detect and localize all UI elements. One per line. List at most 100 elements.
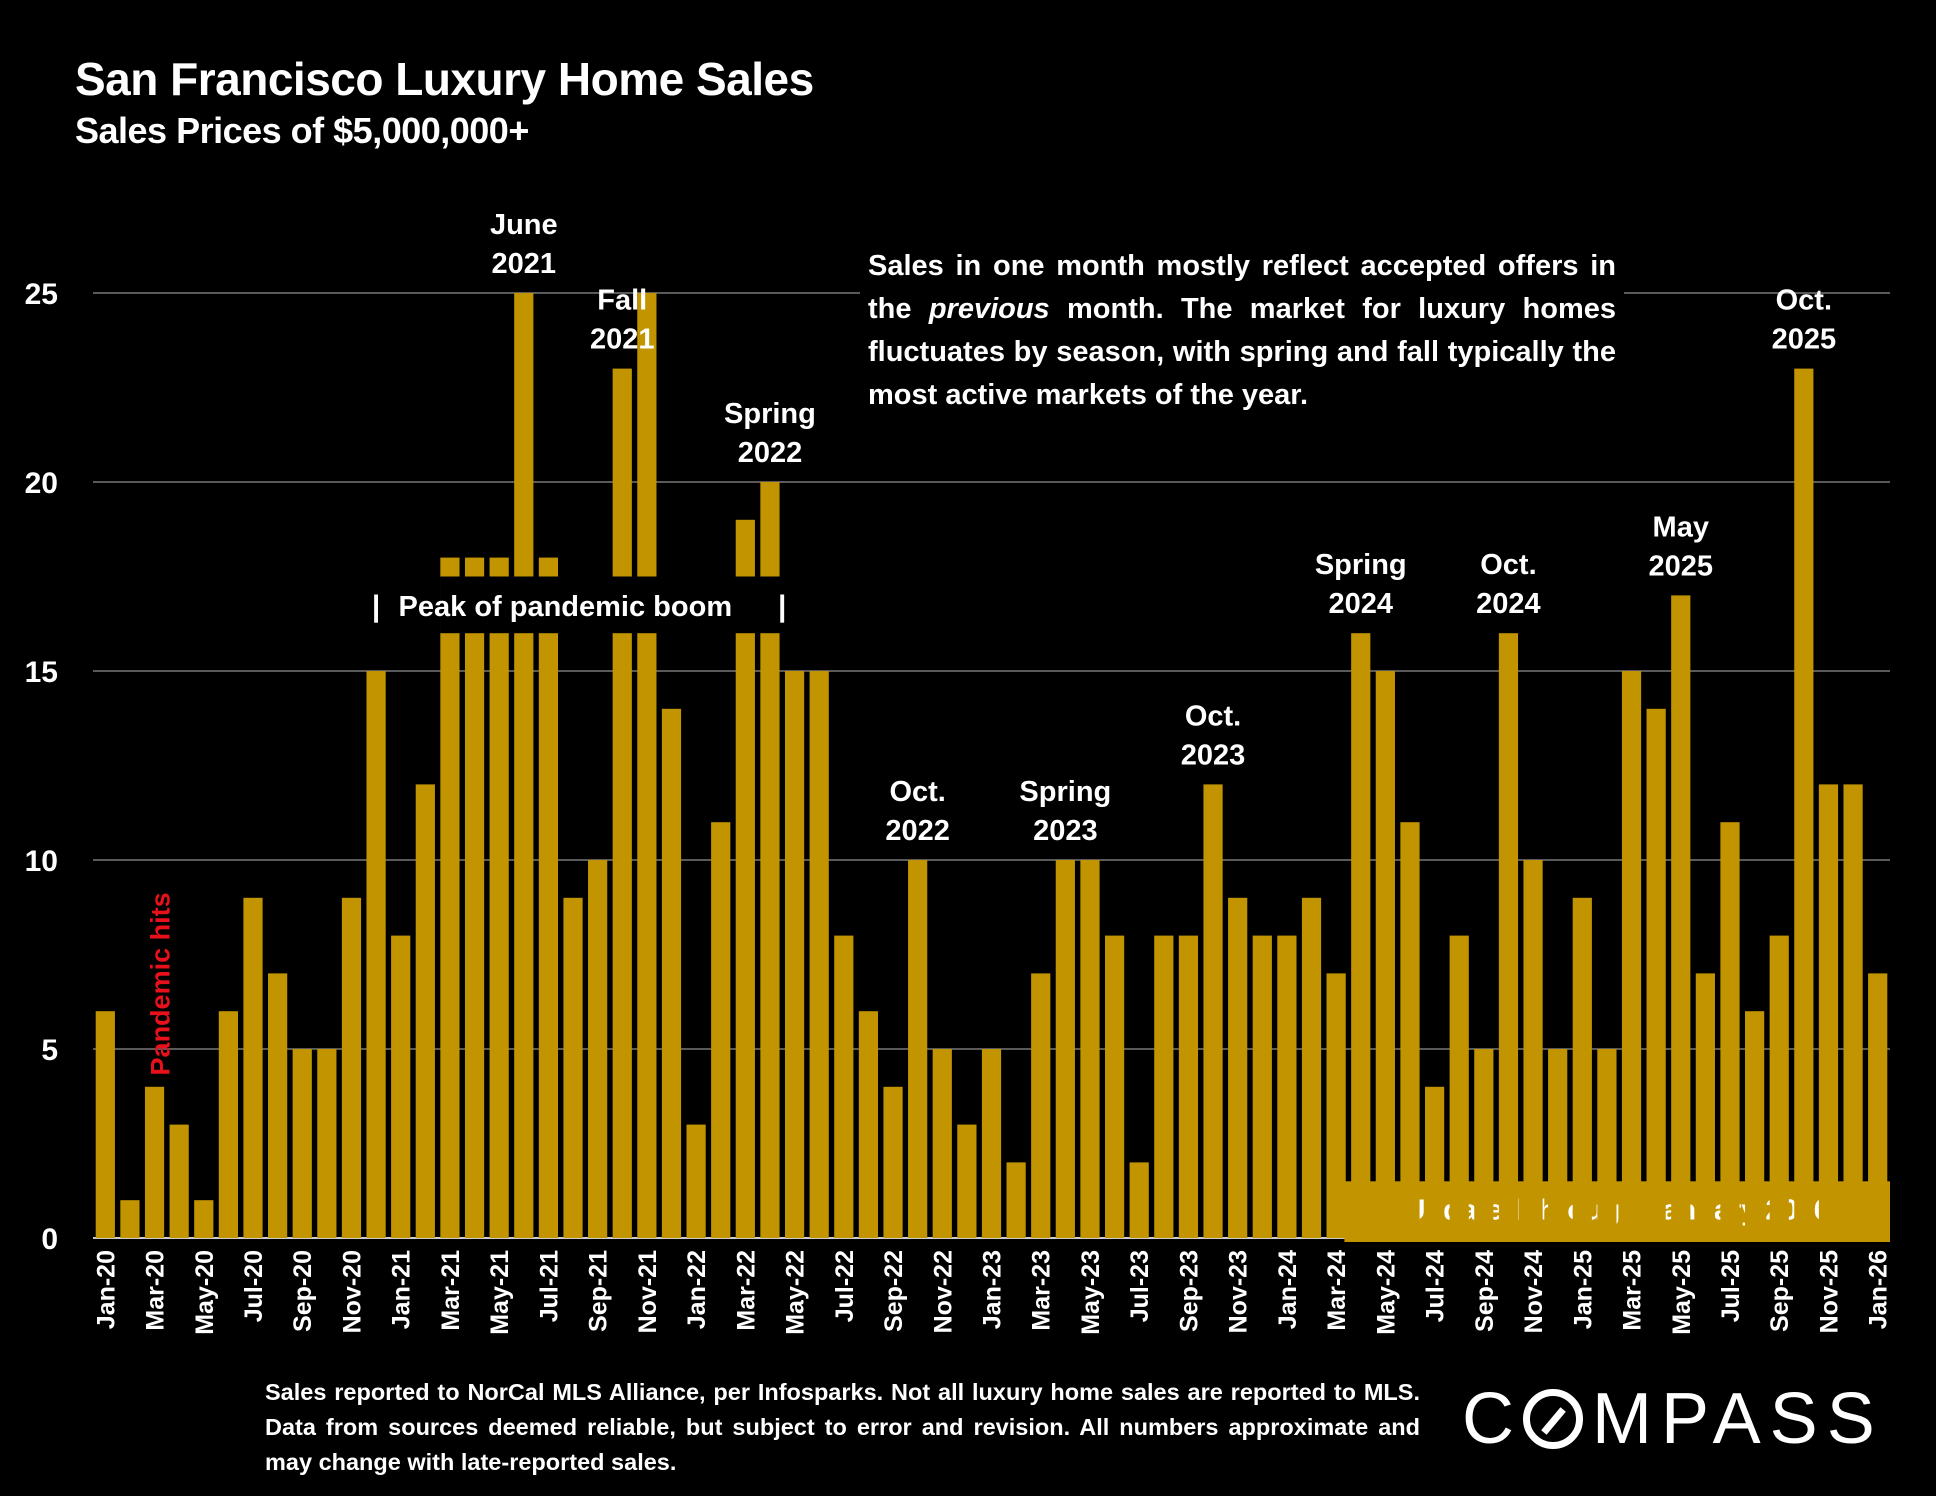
compass-logo: C MPASS [1462,1378,1884,1460]
x-tick-label: Mar-23 [1028,1250,1056,1331]
chart-title: San Francisco Luxury Home Sales [75,53,814,105]
bar-Aug-21 [563,897,583,1238]
x-tick-label: Jan-23 [979,1250,1007,1329]
peak-annotation: May [1653,511,1709,543]
y-tick-label: 0 [41,1223,58,1256]
x-tick-label: Mar-25 [1619,1250,1647,1331]
peak-annotation: Oct. [1776,285,1832,317]
x-tick-label: Sep-22 [880,1250,908,1332]
bar-Dec-25 [1843,784,1863,1238]
note-text-1: Sales in one month mostly reflect accept… [868,250,1616,325]
logo-letter-c: C [1462,1379,1523,1459]
bar-Oct-24 [1498,633,1519,1238]
bar-Nov-24 [1523,860,1543,1238]
x-tick-label: Jan-20 [92,1250,120,1329]
x-tick-label: Mar-20 [142,1250,170,1331]
y-tick-label: 20 [25,467,58,500]
peak-annotation: Oct. [1185,700,1241,732]
bar-Jul-25 [1720,822,1740,1238]
peak-annotation: June [490,209,558,241]
peak-annotation: Oct. [889,776,945,808]
bar-Mar-22 [735,519,755,1238]
logo-letters: MPASS [1592,1379,1884,1459]
bar-Mar-25 [1621,671,1642,1238]
bar-Feb-20 [120,1200,140,1238]
bar-Aug-24 [1449,935,1469,1238]
x-tick-label: Jul-20 [240,1250,268,1322]
peak-annotation: Spring [724,398,816,430]
x-tick-label: Jul-24 [1422,1250,1450,1322]
y-tick-label: 5 [41,1034,58,1067]
x-tick-label: Jul-21 [535,1250,563,1322]
bar-Mar-24 [1326,973,1346,1238]
x-tick-label: Sep-23 [1175,1250,1203,1332]
peak-bracket-right: | [778,590,786,623]
x-tick-label: Nov-24 [1520,1250,1548,1333]
source-footnote: Sales reported to NorCal MLS Alliance, p… [265,1379,1420,1475]
bar-Apr-23 [1055,860,1075,1238]
bar-Jun-22 [809,671,829,1238]
peak-annotation: 2023 [1181,739,1246,771]
peak-annotation: 2024 [1328,588,1393,620]
bar-Jun-24 [1400,822,1420,1238]
bar-May-22 [784,671,805,1238]
bar-Sep-20 [292,1049,312,1238]
peak-label: Peak of pandemic boom [399,591,733,623]
bar-Dec-23 [1252,935,1272,1238]
pandemic-hits-annotation: Pandemic hits [146,892,176,1075]
bar-Nov-21 [637,293,657,1238]
bar-Mar-21 [440,557,460,1238]
compass-o-icon [1523,1389,1583,1449]
chart-subtitle: Sales Prices of $5,000,000+ [75,110,529,151]
x-tick-label: Nov-23 [1225,1250,1253,1333]
x-tick-label: May-20 [191,1250,219,1335]
x-tick-label: Nov-20 [338,1250,366,1333]
bar-Jan-26 [1868,973,1888,1238]
bar-Dec-22 [957,1124,977,1238]
bar-Jan-21 [391,935,411,1238]
peak-annotation: 2024 [1476,588,1541,620]
bar-Apr-22 [760,482,780,1238]
bar-Mar-20 [144,1086,165,1238]
x-tick-label: Nov-21 [634,1250,662,1333]
x-tick-label: Sep-21 [585,1250,613,1332]
bar-Nov-22 [932,1049,952,1238]
peak-annotation: 2022 [738,437,803,469]
x-tick-label: Jul-23 [1126,1250,1154,1322]
x-tick-label: Jul-25 [1717,1250,1745,1322]
bar-Apr-24 [1351,633,1371,1238]
x-tick-label: Jan-24 [1274,1250,1302,1329]
bar-Jan-20 [95,1011,115,1238]
x-tick-label: Jan-22 [683,1250,711,1329]
bar-Feb-24 [1301,897,1322,1238]
bar-Jan-22 [686,1124,706,1238]
bar-Sep-23 [1178,935,1199,1238]
peak-annotation: 2022 [885,815,950,847]
x-tick-label: May-23 [1077,1250,1105,1335]
bar-Oct-21 [612,368,632,1239]
note-italic-word: previous [928,293,1050,325]
bar-Jul-23 [1129,1162,1149,1238]
bar-Oct-22 [908,860,928,1238]
peak-annotation: Oct. [1480,549,1536,581]
x-tick-label: Mar-24 [1323,1250,1351,1331]
y-tick-label: 10 [25,845,58,878]
x-tick-label: May-22 [782,1250,810,1335]
bar-May-25 [1671,595,1691,1238]
x-tick-label: Jul-22 [831,1250,859,1322]
bar-Dec-20 [366,671,386,1238]
bar-Aug-20 [268,973,288,1238]
bar-Dec-21 [661,708,682,1238]
x-tick-label: May-24 [1372,1250,1400,1335]
x-tick-label: Jan-25 [1569,1250,1597,1329]
bar-Sep-25 [1769,935,1789,1238]
x-tick-label: Jan-26 [1865,1250,1893,1329]
x-tick-label: May-21 [486,1250,514,1335]
bar-Sep-24 [1474,1049,1494,1238]
bar-Nov-20 [341,897,362,1238]
x-tick-label: Sep-24 [1471,1250,1499,1332]
bar-May-23 [1080,860,1100,1238]
peak-bracket-left: | [372,590,380,623]
bar-Aug-23 [1154,935,1174,1238]
